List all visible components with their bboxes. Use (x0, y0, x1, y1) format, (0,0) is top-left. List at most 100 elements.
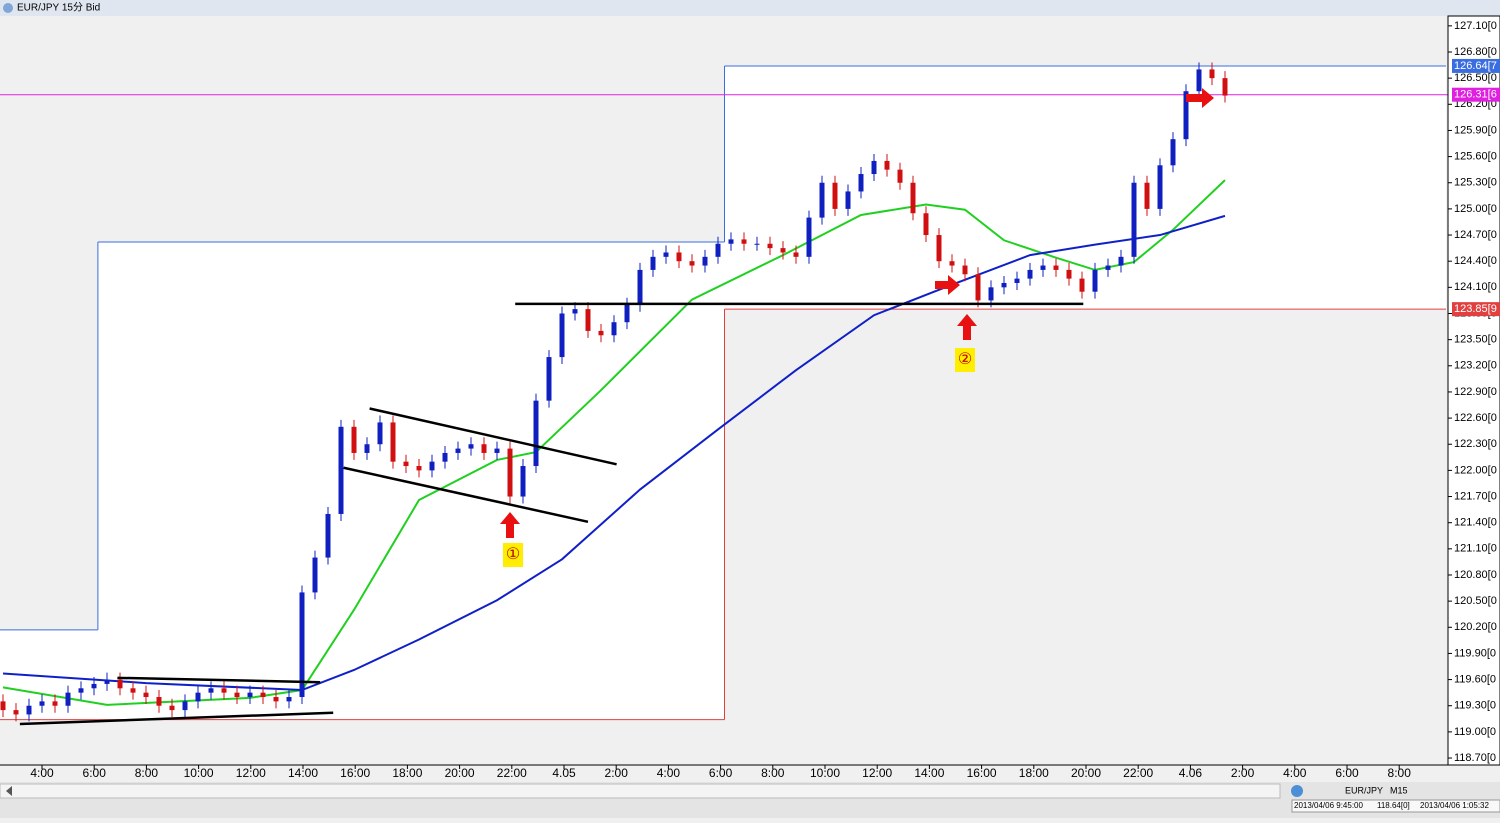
candle-body (520, 466, 526, 497)
candle-body (676, 252, 682, 262)
candle-body (611, 322, 617, 336)
x-tick-label: 4.06 (1179, 766, 1203, 780)
x-tick-label: 4:00 (30, 766, 54, 780)
candle-body (143, 692, 149, 698)
scroll-button[interactable] (1291, 785, 1303, 797)
x-tick-label: 6:00 (83, 766, 107, 780)
candle-body (1092, 269, 1098, 292)
x-tick-label: 4:00 (657, 766, 681, 780)
price-label: 123.85[9 (1454, 303, 1497, 315)
candle-body (767, 243, 773, 249)
x-tick-label: 6:00 (709, 766, 733, 780)
x-tick-label: 10:00 (810, 766, 840, 780)
candle-body (312, 557, 318, 593)
candle-body (403, 461, 409, 467)
candle-body (702, 256, 708, 266)
x-tick-label: 4.05 (552, 766, 576, 780)
status-time: 2013/04/06 9:45:00 (1294, 801, 1364, 810)
x-tick-label: 18:00 (1019, 766, 1049, 780)
candle-body (533, 400, 539, 467)
y-tick-label: 125.60[0 (1454, 150, 1497, 162)
trendline (343, 466, 589, 524)
trendline (369, 407, 617, 466)
price-axis (1447, 15, 1500, 766)
candle-body (325, 513, 331, 558)
candle-body (1209, 69, 1215, 79)
candle-body (390, 422, 396, 462)
y-tick-label: 121.10[0 (1454, 543, 1497, 555)
price-label: 126.64[7 (1454, 60, 1497, 72)
candle-body (715, 243, 721, 257)
candle-body (247, 692, 253, 698)
y-tick-label: 119.90[0 (1454, 647, 1496, 659)
y-tick-label: 124.70[0 (1454, 229, 1497, 241)
candle-body (1131, 182, 1137, 257)
annotation-box (503, 543, 523, 567)
x-tick-label: 16:00 (340, 766, 370, 780)
candle-body (975, 274, 981, 301)
scrollbar[interactable] (0, 783, 1281, 799)
annotation: ② (958, 351, 972, 368)
x-tick-label: 14:00 (914, 766, 944, 780)
candle-body (442, 452, 448, 462)
candle-body (1066, 269, 1072, 279)
candle-body (507, 448, 513, 497)
arrow-right (1186, 88, 1214, 108)
candle-body (1053, 265, 1059, 270)
x-tick-label: 22:00 (497, 766, 527, 780)
scroll-left[interactable] (6, 786, 12, 796)
day-range (97, 242, 725, 720)
moving-average (2, 214, 1226, 692)
candle-body (1144, 182, 1150, 209)
x-tick-label: 22:00 (1123, 766, 1153, 780)
y-tick-label: 120.80[0 (1454, 569, 1497, 581)
candle-body (936, 235, 942, 262)
candle-body (91, 683, 97, 689)
x-tick-label: 10:00 (184, 766, 214, 780)
candle-body (416, 466, 422, 471)
candle-body (0, 701, 6, 711)
candle-body (663, 252, 669, 257)
x-tick-label: 4:00 (1283, 766, 1307, 780)
candle-body (624, 304, 630, 323)
candle-body (104, 679, 110, 684)
candle-body (845, 191, 851, 209)
candle-body (1014, 278, 1020, 283)
candle-body (793, 252, 799, 257)
status-timeframe: M15 (1390, 785, 1408, 795)
candle-body (923, 213, 929, 236)
candle-body (468, 444, 474, 449)
x-tick-label: 6:00 (1335, 766, 1359, 780)
y-tick-label: 122.60[0 (1454, 412, 1497, 424)
candle-body (273, 697, 279, 702)
candle-body (429, 461, 435, 471)
title-bar (0, 0, 1500, 16)
price-label-box (1452, 87, 1500, 102)
moving-average (2, 179, 1226, 706)
y-tick-label: 121.70[0 (1454, 490, 1497, 502)
candle-body (819, 182, 825, 218)
candle-body (1170, 139, 1176, 166)
status-price: 118.64[0] (1377, 801, 1410, 810)
candle-body (689, 261, 695, 266)
x-tick-label: 20:00 (445, 766, 475, 780)
candle-body (988, 287, 994, 301)
candle-body (286, 697, 292, 702)
arrow-up (500, 512, 520, 538)
status-clock: 2013/04/06 1:05:32 (1420, 801, 1490, 810)
y-tick-label: 126.50[0 (1454, 72, 1497, 84)
candle-body (1118, 256, 1124, 266)
candle-body (650, 256, 656, 270)
y-tick-label: 119.60[0 (1454, 673, 1496, 685)
candle-body (481, 444, 487, 453)
candle-body (221, 688, 227, 693)
y-tick-label: 119.00[0 (1454, 726, 1496, 738)
candle-body (806, 217, 812, 257)
candle-body (1157, 165, 1163, 209)
candle-body (208, 688, 214, 693)
y-tick-label: 124.10[0 (1454, 281, 1497, 293)
candle-body (832, 182, 838, 209)
window-icon (3, 3, 13, 13)
